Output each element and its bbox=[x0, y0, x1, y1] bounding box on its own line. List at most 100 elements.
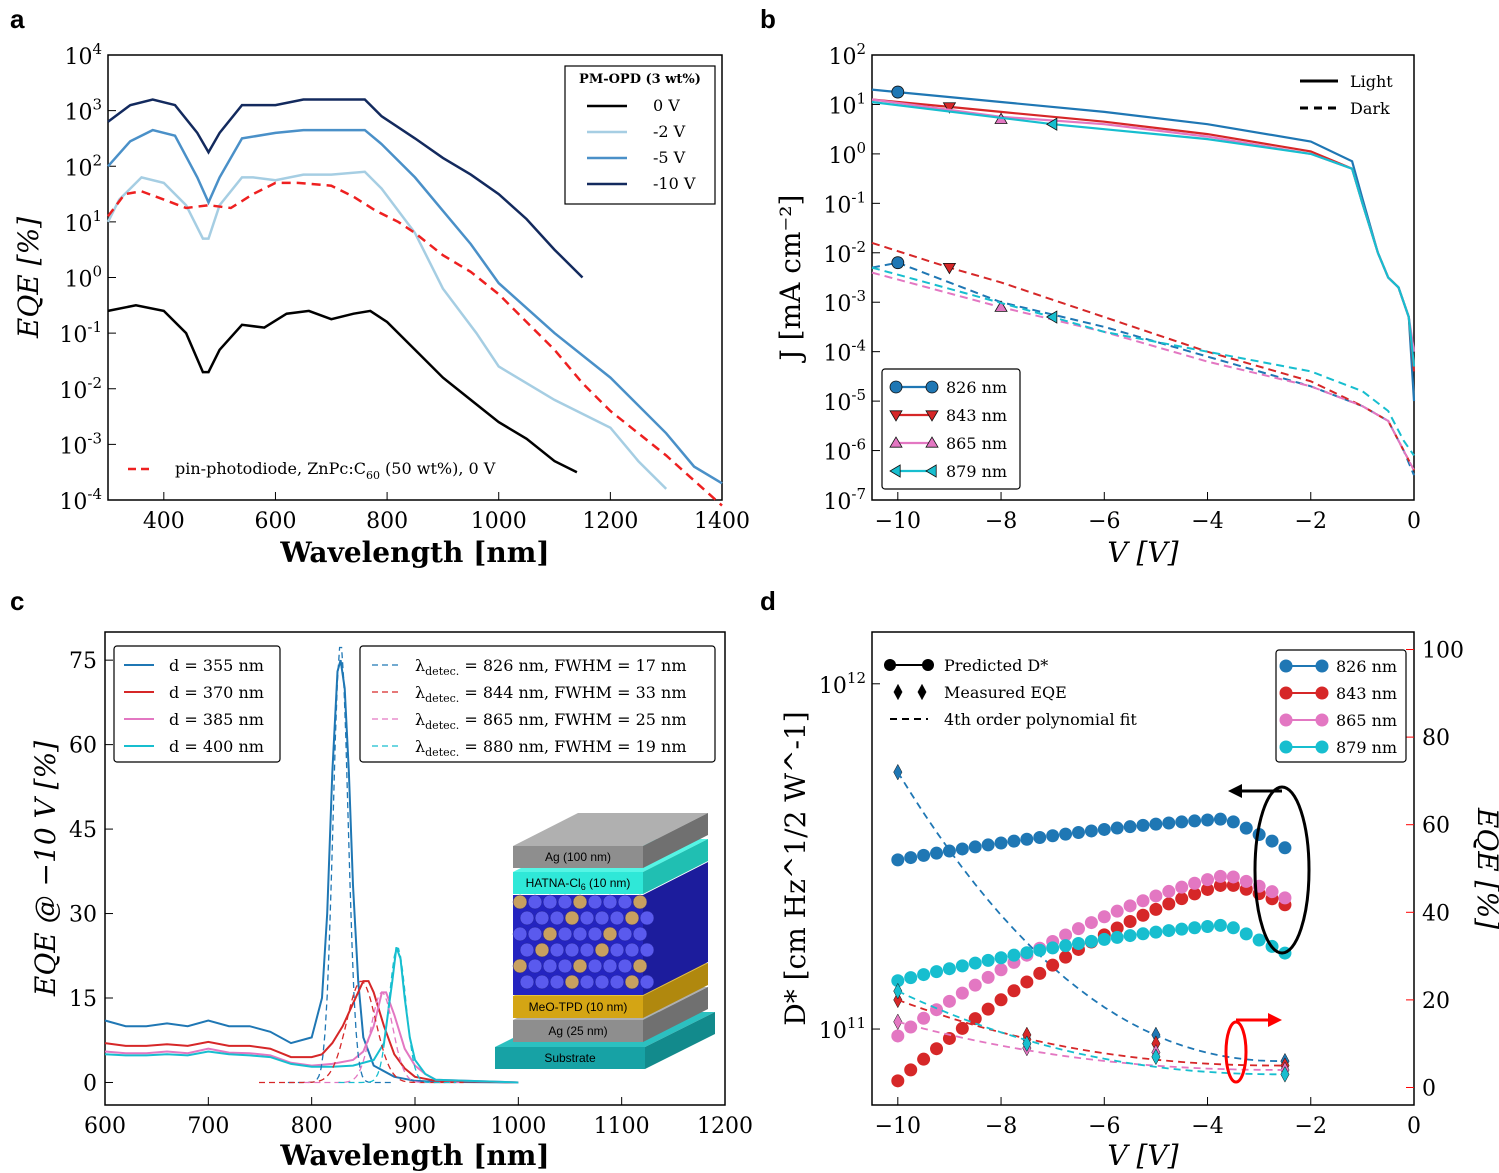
panel-b-legend-marker bbox=[925, 436, 939, 448]
panel-c-legend-detection-label: λdetec. = 880 nm, FWHM = 19 nm bbox=[415, 737, 687, 759]
panel-c-xtick-label: 800 bbox=[291, 1114, 333, 1139]
panel-d-dstar-point bbox=[1033, 830, 1047, 844]
panel-d-style-swatch-measured bbox=[893, 683, 903, 701]
bulk-sphere bbox=[609, 942, 625, 958]
panel-a-ytick-label: 103 bbox=[64, 96, 102, 126]
panel-a-ytick-label: 101 bbox=[64, 207, 102, 237]
panel-a-series-line bbox=[107, 181, 723, 507]
panel-d-dstar-point bbox=[994, 963, 1008, 977]
bulk-sphere bbox=[617, 894, 633, 910]
panel-d-dstar-point bbox=[1123, 929, 1137, 943]
panel-a-xtick-label: 600 bbox=[254, 509, 296, 534]
panel-a-xlabel: Wavelength [nm] bbox=[279, 536, 549, 569]
bulk-sphere bbox=[587, 958, 603, 974]
panel-d-dstar-point bbox=[1226, 870, 1240, 884]
panel-d-legend-label: 865 nm bbox=[1336, 711, 1397, 730]
bulk-sphere bbox=[534, 942, 550, 958]
stack-label-ag-top: Ag (100 nm) bbox=[545, 850, 611, 864]
panel-b-ytick-label: 10-3 bbox=[823, 287, 866, 317]
panel-d-dstar-point bbox=[1278, 841, 1292, 855]
panel-d-dstar-point bbox=[1188, 921, 1202, 935]
panel-b-light-line bbox=[871, 88, 1416, 402]
panel-d-right-arrow-head bbox=[1268, 1013, 1282, 1027]
panel-b-style-legend-label: Light bbox=[1350, 72, 1393, 91]
panel-b-xtick-label: −8 bbox=[985, 509, 1017, 534]
panel-d-dstar-point bbox=[1201, 882, 1215, 896]
bulk-sphere bbox=[542, 926, 558, 942]
bulk-sphere bbox=[542, 894, 558, 910]
panel-d-dstar-point bbox=[942, 1031, 956, 1045]
panel-d-dstar-point bbox=[1084, 916, 1098, 930]
panel-c-legend-detection-label: λdetec. = 844 nm, FWHM = 33 nm bbox=[415, 683, 687, 705]
panel-d-dstar-point bbox=[981, 838, 995, 852]
panel-d-dstar-point bbox=[1162, 884, 1176, 898]
panel-d-legend-box bbox=[1275, 649, 1407, 763]
panel-d-dstar-point bbox=[1097, 932, 1111, 946]
panel-b-legend-box bbox=[881, 368, 1021, 490]
panel-a-legend-box bbox=[564, 65, 716, 205]
panel-d-dstar-point bbox=[981, 1002, 995, 1016]
panel-a-legend-label: -5 V bbox=[653, 148, 686, 167]
panel-d-dstar-point bbox=[1046, 829, 1060, 843]
panel-d-dstar-point bbox=[1175, 922, 1189, 936]
panel-a-ytick-label: 10-3 bbox=[59, 429, 102, 459]
panel-b-legend-marker bbox=[889, 464, 901, 478]
layer-substrate-front bbox=[495, 1047, 645, 1069]
panel-d-legend-label: 826 nm bbox=[1336, 657, 1397, 676]
panel-d-dstar-point bbox=[1071, 825, 1085, 839]
panel-b-xlabel: V [V] bbox=[1107, 536, 1178, 569]
panel-b-dark-line bbox=[871, 241, 1415, 471]
panel-d-dstar-point bbox=[1097, 822, 1111, 836]
panel-d-dstar-point bbox=[1020, 975, 1034, 989]
bulk-sphere bbox=[632, 926, 648, 942]
panel-d-dstar-point bbox=[1071, 922, 1085, 936]
bulk-sphere bbox=[527, 926, 543, 942]
panel-b-legend-label: 843 nm bbox=[946, 406, 1007, 425]
layer-ag-bottom-front bbox=[513, 1020, 643, 1042]
panel-d-ytick-right-label: 80 bbox=[1422, 726, 1450, 751]
panel-c-xtick-label: 900 bbox=[394, 1114, 436, 1139]
panel-c-ytick-label: 0 bbox=[83, 1071, 97, 1096]
bulk-sphere bbox=[557, 926, 573, 942]
panel-b-ytick-label: 102 bbox=[828, 40, 866, 70]
panel-d-ytick-right-label: 100 bbox=[1422, 639, 1464, 664]
panel-c-legend-thickness-box bbox=[113, 645, 281, 763]
panel-d-left-arrow-head bbox=[1228, 784, 1242, 798]
panel-d-dstar-point bbox=[1226, 815, 1240, 829]
panel-d-dstar-point bbox=[994, 951, 1008, 965]
panel-d-dstar-point bbox=[1162, 897, 1176, 911]
panel-d-dstar-point bbox=[1188, 814, 1202, 828]
bulk-sphere bbox=[594, 974, 610, 990]
panel-b-light-marker bbox=[1045, 117, 1058, 131]
panel-d-style-label-predicted: Predicted D* bbox=[944, 656, 1048, 675]
bulk-sphere bbox=[512, 926, 528, 942]
panel-d-dstar-point bbox=[891, 1074, 905, 1088]
panel-d-dstar-point bbox=[1149, 902, 1163, 916]
panel-d-dstar-point bbox=[994, 993, 1008, 1007]
panel-b-light-line bbox=[871, 98, 1416, 372]
panel-c-legend-detection-label: λdetec. = 865 nm, FWHM = 25 nm bbox=[415, 710, 687, 732]
panel-d-dstar-point bbox=[968, 978, 982, 992]
panel-d-ytick-right-label: 60 bbox=[1422, 814, 1450, 839]
panel-a-legend-label: 0 V bbox=[653, 96, 680, 115]
panel-d-dstar-point bbox=[1136, 908, 1150, 922]
bulk-sphere bbox=[639, 942, 655, 958]
panel-d-dstar-point bbox=[1110, 904, 1124, 918]
panel-d-style-swatch-dot bbox=[922, 659, 934, 671]
panel-d-dstar-point bbox=[1265, 834, 1279, 848]
panel-d-dstar-point bbox=[904, 851, 918, 865]
panel-c-detection-line bbox=[338, 947, 457, 1084]
stack-label-substrate: Substrate bbox=[544, 1051, 596, 1065]
bulk-sphere bbox=[549, 942, 565, 958]
panel-a-ytick-label: 100 bbox=[64, 263, 102, 293]
layer-substrate-side bbox=[645, 1012, 715, 1069]
bulk-sphere bbox=[602, 958, 618, 974]
panel-d-eqe-fit bbox=[897, 1020, 1286, 1071]
panel-c-series-line bbox=[104, 946, 519, 1084]
layer-hatna-side bbox=[643, 839, 708, 894]
panel-d-dstar-point bbox=[1201, 813, 1215, 827]
panel-d-dstar-point bbox=[942, 962, 956, 976]
panel-d-dstar-point bbox=[1007, 834, 1021, 848]
panel-b-light-line bbox=[871, 100, 1416, 367]
panel-d-ring-marker bbox=[1224, 1020, 1248, 1084]
